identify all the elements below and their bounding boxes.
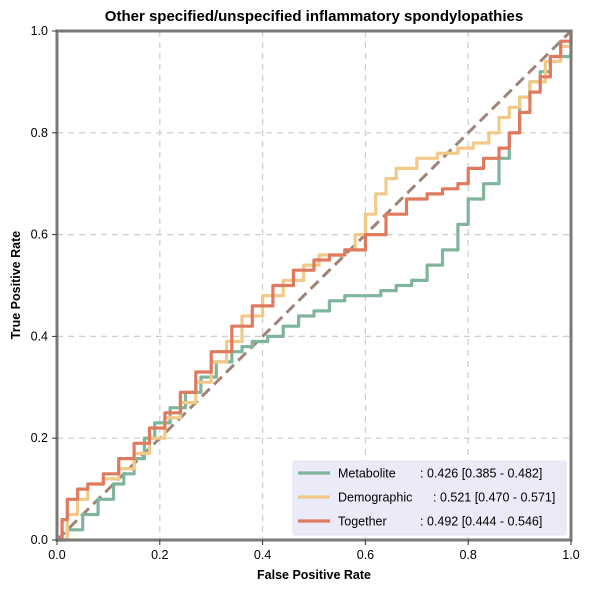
grid [57, 31, 571, 540]
legend-name: Metabolite [338, 467, 396, 481]
plot-frame [55, 29, 573, 542]
chance-diagonal [55, 29, 573, 542]
legend-auc: : 0.492 [0.444 - 0.546] [420, 515, 542, 529]
series-line-together [55, 29, 573, 542]
legend-auc: : 0.426 [0.385 - 0.482] [420, 467, 542, 481]
diagonal-line [55, 29, 573, 542]
x-axis-label: False Positive Rate [257, 568, 371, 582]
roc-curves [55, 29, 573, 542]
legend-name: Together [338, 515, 387, 529]
chart-title: Other specified/unspecified inflammatory… [105, 8, 523, 25]
x-tick-label: 0.2 [151, 548, 168, 562]
y-tick-label: 0.0 [31, 533, 48, 547]
y-tick-label: 0.4 [31, 329, 48, 343]
legend-auc: : 0.521 [0.470 - 0.571] [433, 491, 555, 505]
x-tick-label: 0.8 [460, 548, 477, 562]
legend: Metabolite : 0.426 [0.385 - 0.482] Demogra… [292, 460, 567, 536]
y-tick-label: 0.8 [31, 126, 48, 140]
x-tick-label: 0.4 [254, 548, 271, 562]
x-tick-label: 1.0 [562, 548, 579, 562]
y-tick-label: 1.0 [31, 24, 48, 38]
axis-ticks: 0.0 0.2 0.4 0.6 0.8 1.0 0.0 0.2 0.4 0.6 0.8 1.0 [31, 24, 580, 562]
x-tick-label: 0.6 [357, 548, 374, 562]
y-tick-label: 0.2 [31, 431, 48, 445]
y-tick-label: 0.6 [31, 228, 48, 242]
x-tick-label: 0.0 [48, 548, 65, 562]
legend-name: Demographic [338, 491, 412, 505]
y-axis-label: True Positive Rate [9, 231, 23, 339]
series-line-metabolite [55, 29, 573, 542]
legend-box [292, 460, 567, 536]
